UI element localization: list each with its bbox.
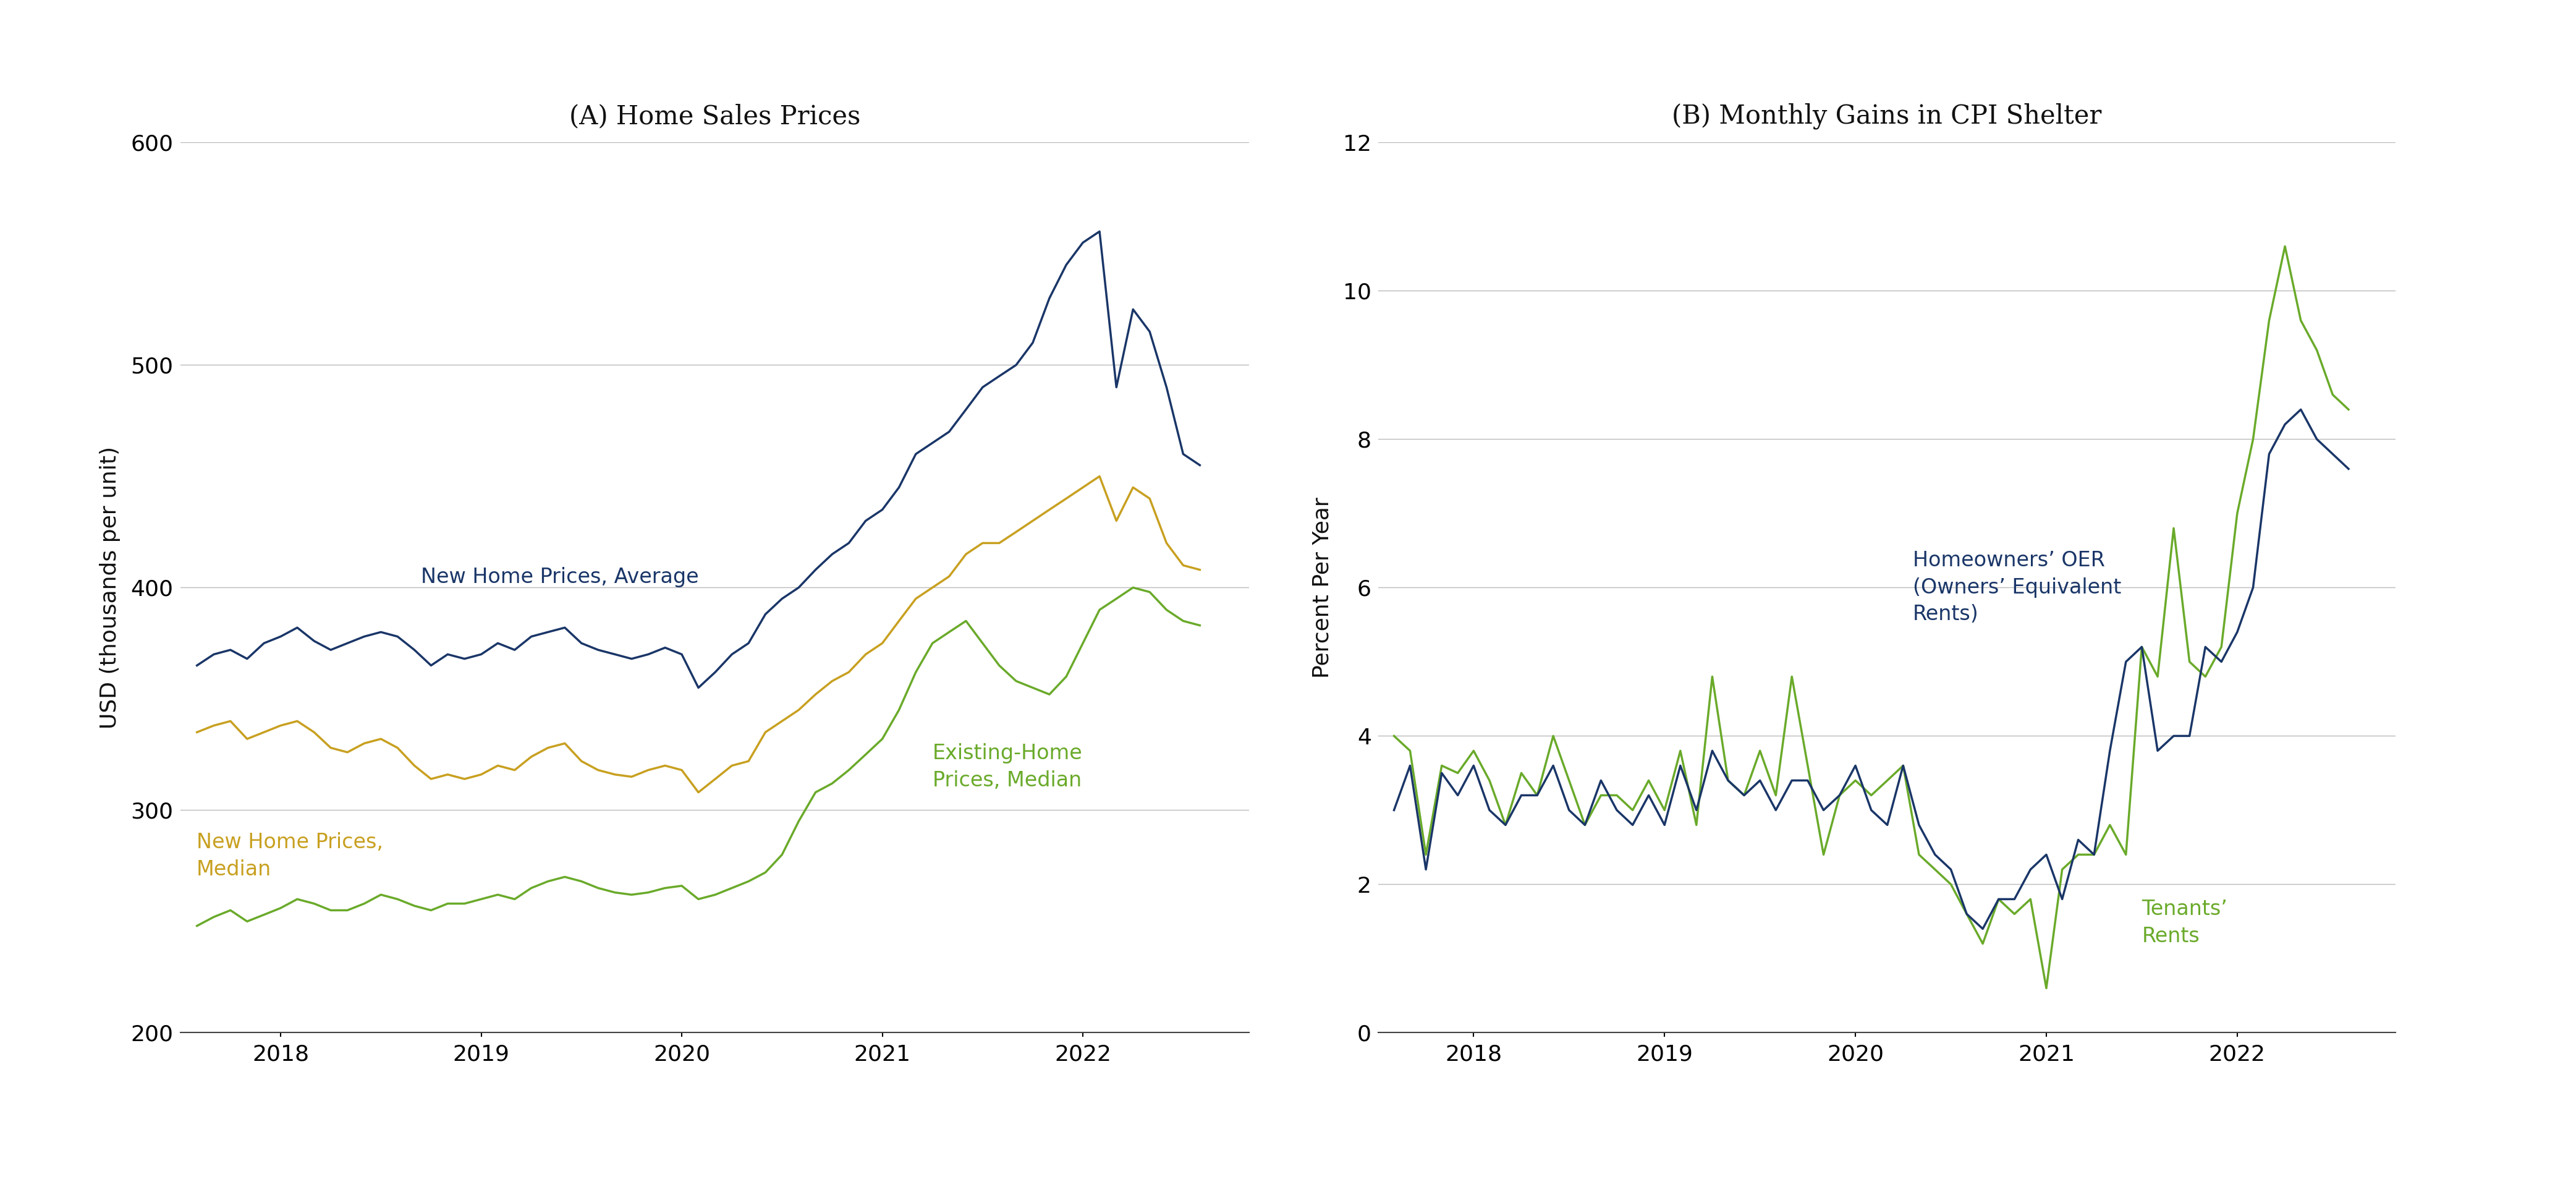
Y-axis label: USD (thousands per unit): USD (thousands per unit)	[100, 446, 121, 729]
Text: Homeowners’ OER
(Owners’ Equivalent
Rents): Homeowners’ OER (Owners’ Equivalent Rent…	[1914, 551, 2120, 624]
Text: New Home Prices, Average: New Home Prices, Average	[420, 567, 698, 588]
Title: (A) Home Sales Prices: (A) Home Sales Prices	[569, 103, 860, 129]
Text: New Home Prices,
Median: New Home Prices, Median	[196, 832, 384, 880]
Text: Existing-Home
Prices, Median: Existing-Home Prices, Median	[933, 743, 1082, 791]
Title: (B) Monthly Gains in CPI Shelter: (B) Monthly Gains in CPI Shelter	[1672, 103, 2102, 129]
Text: Tenants’
Rents: Tenants’ Rents	[2141, 900, 2228, 946]
Y-axis label: Percent Per Year: Percent Per Year	[1311, 497, 1332, 678]
